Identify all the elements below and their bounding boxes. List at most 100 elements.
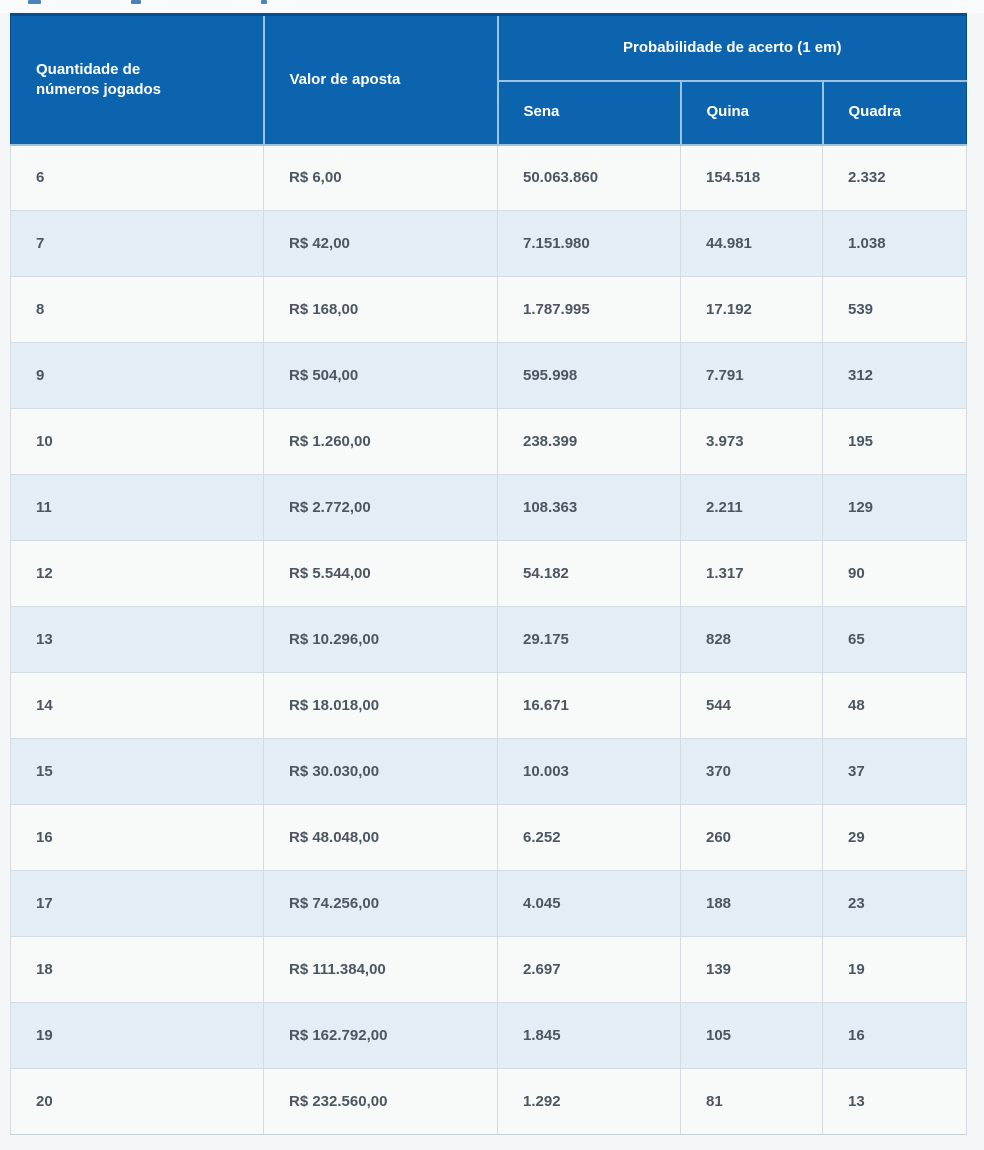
cell-bet-value: R$ 504,00 — [263, 342, 498, 409]
cell-quina: 7.791 — [680, 342, 823, 409]
cell-bet-value: R$ 10.296,00 — [263, 606, 498, 673]
cell-quadra: 90 — [821, 540, 968, 607]
header-row-group: Quantidade de números jogados Valor de a… — [10, 13, 968, 146]
cell-sena: 1.845 — [497, 1002, 681, 1069]
cell-quadra: 37 — [821, 738, 968, 805]
cell-bet-value: R$ 168,00 — [263, 276, 498, 343]
cell-quantity: 16 — [10, 804, 264, 871]
cell-bet-value: R$ 5.544,00 — [263, 540, 498, 607]
cell-sena: 595.998 — [497, 342, 681, 409]
table-row: 15 R$ 30.030,00 10.003 370 37 — [10, 738, 968, 805]
table-row: 14 R$ 18.018,00 16.671 544 48 — [10, 672, 968, 739]
column-header-quina: Quina — [679, 79, 824, 146]
cell-quadra: 23 — [821, 870, 968, 937]
cell-sena: 2.697 — [497, 936, 681, 1003]
cell-quina: 828 — [680, 606, 823, 673]
cell-bet-value: R$ 18.018,00 — [263, 672, 498, 739]
cell-bet-value: R$ 48.048,00 — [263, 804, 498, 871]
cell-quadra: 65 — [821, 606, 968, 673]
cell-quina: 3.973 — [680, 408, 823, 475]
cell-quina: 81 — [680, 1068, 823, 1135]
cell-bet-value: R$ 111.384,00 — [263, 936, 498, 1003]
column-header-bet-value: Valor de aposta — [262, 13, 499, 146]
cell-sena: 1.787.995 — [497, 276, 681, 343]
cell-quantity: 12 — [10, 540, 264, 607]
column-header-sena: Sena — [496, 79, 682, 146]
cell-bet-value: R$ 74.256,00 — [263, 870, 498, 937]
cell-quadra: 16 — [821, 1002, 968, 1069]
cell-quadra: 195 — [821, 408, 968, 475]
cell-quina: 17.192 — [680, 276, 823, 343]
cell-quina: 2.211 — [680, 474, 823, 541]
cell-quantity: 8 — [10, 276, 264, 343]
cropped-content-artifact — [261, 0, 267, 4]
cell-quantity: 19 — [10, 1002, 264, 1069]
cell-quantity: 14 — [10, 672, 264, 739]
cell-quantity: 11 — [10, 474, 264, 541]
cell-quadra: 1.038 — [821, 210, 968, 277]
column-header-quantity: Quantidade de números jogados — [10, 13, 265, 146]
cell-quina: 1.317 — [680, 540, 823, 607]
cell-bet-value: R$ 6,00 — [263, 144, 498, 211]
cell-quadra: 129 — [821, 474, 968, 541]
table-row: 17 R$ 74.256,00 4.045 188 23 — [10, 870, 968, 937]
cell-sena: 54.182 — [497, 540, 681, 607]
cell-quadra: 13 — [821, 1068, 968, 1135]
table-row: 7 R$ 42,00 7.151.980 44.981 1.038 — [10, 210, 968, 277]
cropped-content-artifact — [28, 0, 41, 4]
cell-quantity: 6 — [10, 144, 264, 211]
table-row: 12 R$ 5.544,00 54.182 1.317 90 — [10, 540, 968, 607]
table-row: 11 R$ 2.772,00 108.363 2.211 129 — [10, 474, 968, 541]
table-row: 6 R$ 6,00 50.063.860 154.518 2.332 — [10, 144, 968, 211]
table-header: Quantidade de números jogados Valor de a… — [10, 13, 968, 146]
table-row: 18 R$ 111.384,00 2.697 139 19 — [10, 936, 968, 1003]
table-row: 19 R$ 162.792,00 1.845 105 16 — [10, 1002, 968, 1069]
cell-quina: 370 — [680, 738, 823, 805]
cell-bet-value: R$ 162.792,00 — [263, 1002, 498, 1069]
header-row-sub: Sena Quina Quadra — [11, 79, 968, 146]
table-row: 8 R$ 168,00 1.787.995 17.192 539 — [10, 276, 968, 343]
table-row: 20 R$ 232.560,00 1.292 81 13 — [10, 1068, 968, 1135]
cell-sena: 10.003 — [497, 738, 681, 805]
table-row: 13 R$ 10.296,00 29.175 828 65 — [10, 606, 968, 673]
cell-quantity: 20 — [10, 1068, 264, 1135]
cell-quina: 188 — [680, 870, 823, 937]
cell-bet-value: R$ 2.772,00 — [263, 474, 498, 541]
cell-sena: 108.363 — [497, 474, 681, 541]
cell-sena: 1.292 — [497, 1068, 681, 1135]
cell-sena: 7.151.980 — [497, 210, 681, 277]
cell-sena: 6.252 — [497, 804, 681, 871]
cell-sena: 16.671 — [497, 672, 681, 739]
cell-quina: 260 — [680, 804, 823, 871]
column-header-quadra: Quadra — [821, 79, 968, 146]
cell-quadra: 539 — [821, 276, 968, 343]
table-body: 6 R$ 6,00 50.063.860 154.518 2.332 7 R$ … — [10, 144, 968, 1135]
cell-quadra: 19 — [821, 936, 968, 1003]
cell-quantity: 9 — [10, 342, 264, 409]
probability-table: Quantidade de números jogados Valor de a… — [10, 13, 968, 1135]
cell-quadra: 2.332 — [821, 144, 968, 211]
cell-bet-value: R$ 1.260,00 — [263, 408, 498, 475]
table-row: 10 R$ 1.260,00 238.399 3.973 195 — [10, 408, 968, 475]
cell-bet-value: R$ 42,00 — [263, 210, 498, 277]
cell-sena: 4.045 — [497, 870, 681, 937]
table-row: 9 R$ 504,00 595.998 7.791 312 — [10, 342, 968, 409]
cell-sena: 29.175 — [497, 606, 681, 673]
cell-quantity: 17 — [10, 870, 264, 937]
cell-quantity: 7 — [10, 210, 264, 277]
cell-quantity: 18 — [10, 936, 264, 1003]
page-background-band — [0, 0, 984, 13]
cell-sena: 238.399 — [497, 408, 681, 475]
cell-quina: 44.981 — [680, 210, 823, 277]
cell-quantity: 15 — [10, 738, 264, 805]
cell-quina: 154.518 — [680, 144, 823, 211]
cell-quina: 139 — [680, 936, 823, 1003]
cell-quadra: 312 — [821, 342, 968, 409]
cell-quina: 105 — [680, 1002, 823, 1069]
table-row: 16 R$ 48.048,00 6.252 260 29 — [10, 804, 968, 871]
cell-quantity: 13 — [10, 606, 264, 673]
column-header-probability-group: Probabilidade de acerto (1 em) — [496, 13, 968, 82]
cell-bet-value: R$ 30.030,00 — [263, 738, 498, 805]
cell-quadra: 48 — [821, 672, 968, 739]
cell-quadra: 29 — [821, 804, 968, 871]
